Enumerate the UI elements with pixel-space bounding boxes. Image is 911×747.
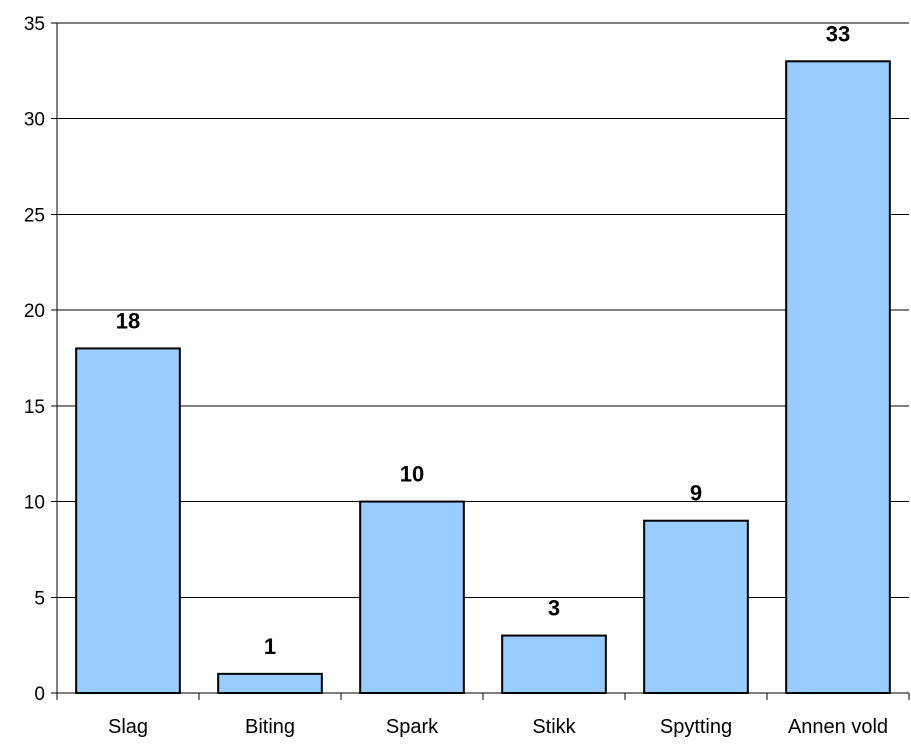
y-tick-label: 35: [24, 14, 45, 35]
x-category-label: Slag: [108, 716, 148, 738]
y-tick-label: 15: [24, 397, 45, 418]
y-tick-label: 0: [34, 684, 45, 705]
axes: [56, 23, 910, 700]
y-tick-label: 25: [24, 205, 45, 226]
gridlines: [57, 22, 909, 598]
y-tick-label: 20: [24, 301, 45, 322]
bar-stikk: [501, 634, 607, 694]
data-labels: 18 1 10 3 9 33: [116, 21, 850, 659]
x-category-label: Spark: [386, 716, 439, 738]
data-label: 9: [690, 481, 702, 506]
x-axis-categories: Slag Biting Spark Stikk Spytting Annen vold: [108, 716, 888, 738]
data-label: 1: [264, 634, 276, 659]
y-tick-label: 30: [24, 110, 45, 131]
y-tick-label: 5: [34, 588, 45, 609]
y-tick-label: 10: [24, 493, 45, 514]
bar-annen-vold: [785, 60, 891, 695]
x-category-label: Biting: [245, 716, 295, 738]
x-category-label: Spytting: [660, 716, 732, 738]
data-label: 10: [400, 462, 424, 487]
bar-biting: [217, 672, 323, 694]
bar-slag: [75, 347, 181, 694]
data-label: 18: [116, 308, 140, 333]
bars: [75, 60, 891, 695]
bar-spytting: [643, 519, 749, 695]
data-label: 33: [826, 21, 850, 46]
data-label: 3: [548, 596, 560, 621]
y-axis-ticks: 0 5 10 15 20 25 30 35: [24, 14, 57, 705]
bar-spark: [359, 500, 465, 695]
x-category-label: Stikk: [532, 716, 576, 738]
x-category-label: Annen vold: [788, 716, 888, 738]
